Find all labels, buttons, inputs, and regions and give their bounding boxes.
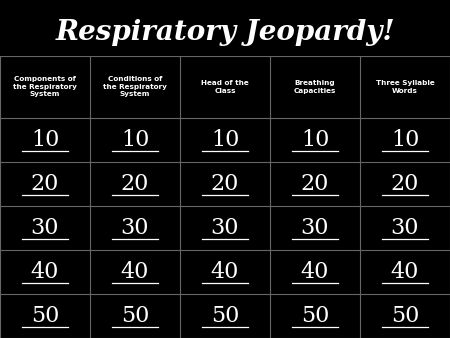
Text: 10: 10 — [391, 129, 419, 151]
Text: Head of the
Class: Head of the Class — [201, 80, 249, 94]
Text: 30: 30 — [211, 217, 239, 239]
Text: Breathing
Capacities: Breathing Capacities — [294, 80, 336, 94]
Text: 10: 10 — [301, 129, 329, 151]
Text: 20: 20 — [31, 173, 59, 195]
Text: 20: 20 — [301, 173, 329, 195]
Text: 50: 50 — [391, 305, 419, 327]
Text: 50: 50 — [121, 305, 149, 327]
Text: 50: 50 — [301, 305, 329, 327]
Text: 30: 30 — [31, 217, 59, 239]
Text: Components of
the Respiratory
System: Components of the Respiratory System — [13, 76, 77, 97]
Text: 10: 10 — [211, 129, 239, 151]
Text: 40: 40 — [211, 261, 239, 283]
Text: 30: 30 — [391, 217, 419, 239]
Text: Conditions of
the Respiratory
System: Conditions of the Respiratory System — [103, 76, 167, 97]
Text: 10: 10 — [31, 129, 59, 151]
Text: Three Syllable
Words: Three Syllable Words — [376, 80, 434, 94]
Text: Respiratory Jeopardy!: Respiratory Jeopardy! — [55, 19, 395, 46]
Text: 30: 30 — [301, 217, 329, 239]
Text: 50: 50 — [211, 305, 239, 327]
Text: 10: 10 — [121, 129, 149, 151]
Text: 50: 50 — [31, 305, 59, 327]
Text: 40: 40 — [391, 261, 419, 283]
Text: 20: 20 — [391, 173, 419, 195]
Text: 30: 30 — [121, 217, 149, 239]
Text: 40: 40 — [301, 261, 329, 283]
Text: 40: 40 — [31, 261, 59, 283]
Text: 20: 20 — [121, 173, 149, 195]
Text: 40: 40 — [121, 261, 149, 283]
Text: 20: 20 — [211, 173, 239, 195]
